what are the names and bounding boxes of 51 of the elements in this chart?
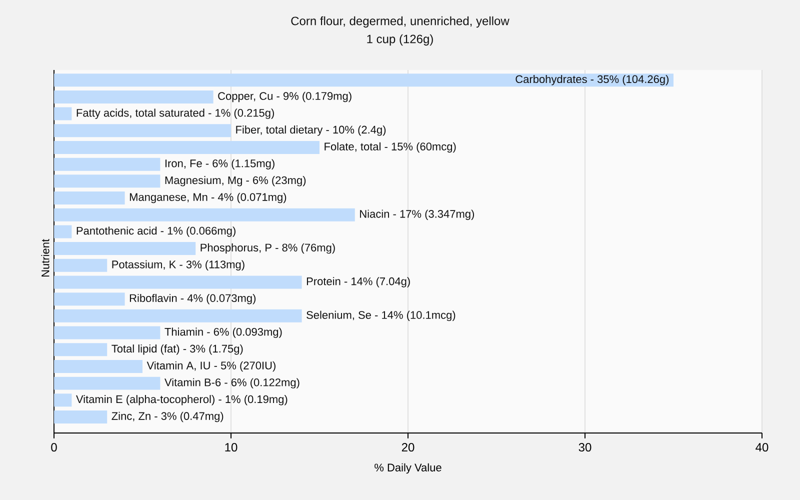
y-tick-label: Fiber, total dietary - 10% (2.4g) <box>236 126 386 136</box>
y-tick-label: Manganese, Mn - 4% (0.071mg) <box>130 192 286 204</box>
bar <box>54 276 302 289</box>
bar <box>54 376 160 390</box>
y-tick-label: Copper, Cu - 9% (0.179mg) <box>218 92 352 102</box>
y-tick-label: Pantothenic acid - 1% (0.066mg) <box>76 226 236 237</box>
y-axis-title: Nutrient <box>41 239 50 277</box>
y-tick-label: Iron, Fe - 6% (1.15mg) <box>165 159 274 170</box>
x-tick-label: 20 <box>402 443 414 452</box>
bar <box>54 74 674 87</box>
y-tick-label: Carbohydrates - 35% (104.26g) <box>516 74 669 86</box>
y-tick-label: Vitamin B-6 - 6% (0.122mg) <box>164 378 300 388</box>
bar <box>54 174 160 188</box>
x-tick-label: 0 <box>51 443 57 452</box>
x-tick-label: 10 <box>225 443 238 452</box>
bar <box>54 326 160 340</box>
bar <box>54 90 214 104</box>
bar <box>54 292 125 306</box>
y-tick-label: Potassium, K - 3% (113mg) <box>112 260 244 271</box>
y-tick-label: Zinc, Zn - 3% (0.47mg) <box>112 412 224 422</box>
bar <box>54 208 355 222</box>
y-tick-label: Niacin - 17% (3.347mg) <box>360 210 474 220</box>
y-tick-label: Vitamin E (alpha-tocopherol) - 1% (0.19mg) <box>76 395 288 406</box>
bar <box>54 225 72 238</box>
chart-subtitle: 1 cup (126g) <box>367 34 433 46</box>
x-tick-label: 30 <box>578 443 592 452</box>
y-tick-label: Phosphorus, P - 8% (76mg) <box>200 243 335 254</box>
y-tick-label: Selenium, Se - 14% (10.1mcg) <box>306 310 456 322</box>
bar <box>54 192 125 205</box>
y-tick-label: Magnesium, Mg - 6% (23mg) <box>165 176 306 186</box>
x-tick-label: 40 <box>756 443 768 452</box>
bar <box>54 410 108 424</box>
y-tick-label: Total lipid (fat) - 3% (1.75g) <box>112 344 243 355</box>
y-tick-label: Protein - 14% (7.04g) <box>306 277 410 288</box>
bar <box>54 242 196 256</box>
bar <box>54 258 108 272</box>
y-tick-label: Riboflavin - 4% (0.073mg) <box>130 294 256 304</box>
y-tick-label: Fatty acids, total saturated - 1% (0.215g) <box>76 108 274 119</box>
bar <box>54 343 108 356</box>
bar <box>54 124 232 138</box>
chart-title: Corn flour, degermed, unenriched, yellow <box>291 16 510 28</box>
x-axis-title: % Daily Value <box>374 463 442 474</box>
bar <box>54 309 302 322</box>
bar <box>54 158 160 171</box>
y-tick-label: Vitamin A, IU - 5% (270IU) <box>146 361 276 372</box>
y-tick-label: Folate, total - 15% (60mcg) <box>324 142 456 153</box>
bar <box>54 394 72 407</box>
bar <box>54 360 142 373</box>
bar <box>54 140 320 154</box>
bar <box>54 107 72 120</box>
y-tick-label: Thiamin - 6% (0.093mg) <box>164 328 282 338</box>
